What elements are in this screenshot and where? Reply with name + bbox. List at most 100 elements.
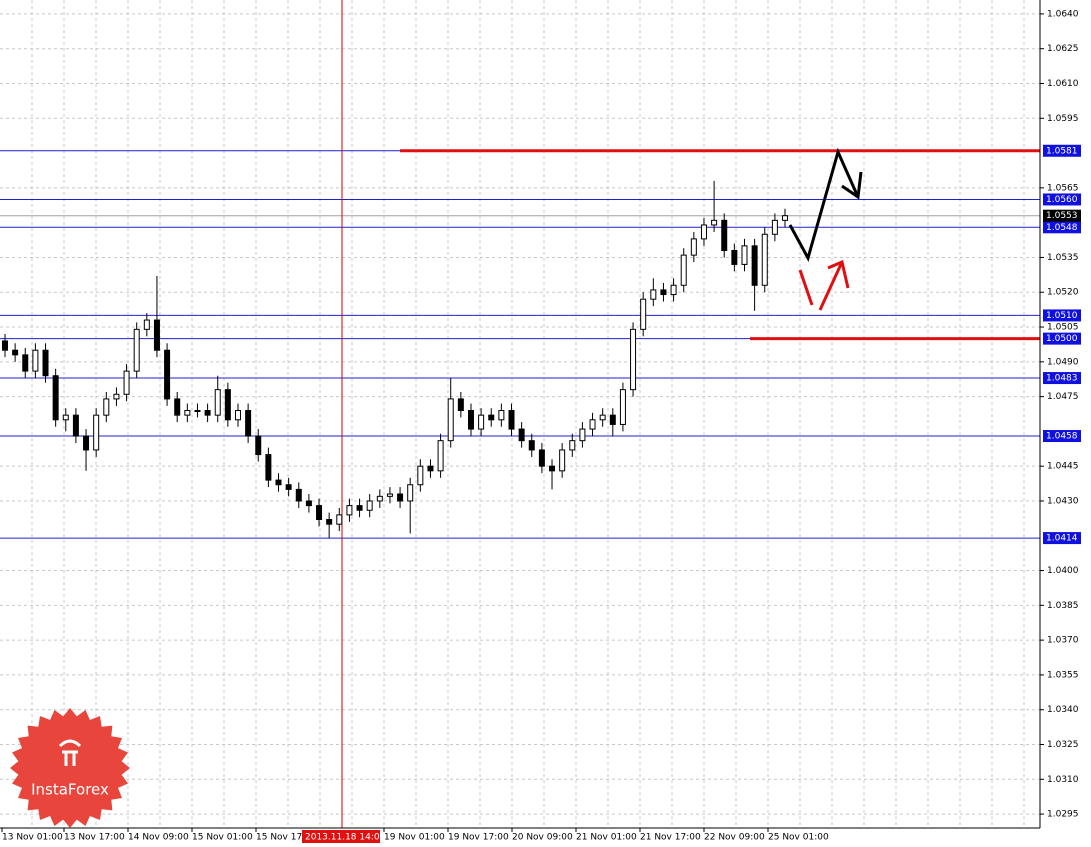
x-tick-label: 20 Nov 09:00 [512,833,573,843]
x-tick-label: 22 Nov 09:00 [704,833,765,843]
candle-body [113,393,120,400]
candle-body [62,414,69,421]
candle-body [326,519,333,525]
level-label-bg [1043,372,1081,385]
candle-body [316,505,323,521]
candle-body [224,389,231,421]
candle-body [164,349,171,400]
level-label: 1.0414 [1046,534,1078,544]
candle-body [680,254,687,286]
candle-body [640,298,647,330]
candle-body [336,514,343,525]
candle-body [42,349,49,377]
price-label-bg [1043,209,1081,222]
candle-body [457,398,464,412]
x-tick-label: 19 Nov 01:00 [384,833,445,843]
candle-body [255,435,262,456]
y-tick-label: 1.0520 [1047,288,1079,298]
x-tick-label: 21 Nov 17:00 [640,833,701,843]
candle-body [103,398,110,416]
candle-body [245,410,252,437]
x-tick-label: 13 Nov 01:00 [2,833,63,843]
y-tick-label: 1.0430 [1047,496,1079,506]
x-tick-label: 15 Nov 17 [256,833,302,843]
y-tick-label: 1.0565 [1047,183,1079,193]
candle-body [194,410,201,413]
y-tick-label: 1.0310 [1047,775,1079,785]
candle-body [174,398,181,416]
level-label: 1.0581 [1046,146,1078,156]
x-tick-label: 19 Nov 17:00 [448,833,509,843]
level-label: 1.0458 [1046,432,1078,442]
alt-arrow [798,269,814,306]
candles [2,180,789,539]
level-label-bg [1043,532,1081,545]
y-tick-label: 1.0640 [1047,9,1079,19]
y-tick-label: 1.0355 [1047,670,1079,680]
cursor-label-bg [302,830,380,843]
y-tick-label: 1.0400 [1047,566,1079,576]
candle-body [731,249,738,265]
candle-body [569,440,576,451]
candle-body [143,319,150,330]
candle-body [711,219,718,226]
level-label: 1.0510 [1046,311,1078,321]
candle-body [52,375,59,421]
candle-body [356,505,363,511]
candle-body [437,440,444,472]
candle-body [700,224,707,240]
candle-body [660,289,667,296]
y-tick-label: 1.0610 [1047,79,1079,89]
candle-body [184,410,191,416]
candle-body [478,414,485,430]
x-tick-label: 15 Nov 01:00 [192,833,253,843]
x-tick-label: 25 Nov 01:00 [768,833,829,843]
candle-body [761,233,768,286]
level-label: 1.0560 [1046,195,1078,205]
candle-body [83,435,90,451]
level-label: 1.0548 [1046,223,1078,233]
levels [0,149,1040,539]
y-tick-label: 1.0325 [1047,740,1079,750]
alt-arrow-head [827,259,850,289]
candle-body [488,414,495,421]
candle-body [214,389,221,416]
candle-body [366,500,373,511]
level-label-bg [1043,193,1081,206]
candle-body [467,410,474,430]
candle-body [295,488,302,502]
candle-body [518,428,525,442]
candle-body [741,245,748,265]
y-tick-label: 1.0625 [1047,44,1079,54]
candle-body [386,493,393,497]
y-tick-label: 1.0535 [1047,253,1079,263]
candle-body [498,410,505,421]
candle-body [265,454,272,481]
alt-arrow [818,261,844,311]
logo-badge [10,708,130,828]
candle-body [447,398,454,442]
y-tick-label: 1.0595 [1047,114,1079,124]
y-tick-label: 1.0490 [1047,357,1079,367]
candle-body [650,289,657,300]
candle-body [782,215,789,221]
y-tick-label: 1.0385 [1047,601,1079,611]
candle-body [619,389,626,425]
y-tick-label: 1.0505 [1047,323,1079,333]
candle-body [670,284,677,296]
candle-body [305,500,312,507]
candle-body [72,414,79,437]
candle-body [549,465,556,472]
candle-body [275,479,282,486]
y-tick-label: 1.0370 [1047,636,1079,646]
cursor-label: 2013.11.18 14:00 [305,833,386,843]
axis-labels: 1.0640 1.0625 1.0610 1.0595 1.0565 1.0535 1.05… [1,9,1081,843]
level-label-bg [1043,430,1081,443]
y-tick-label: 1.0295 [1047,810,1079,820]
candle-body [346,505,353,516]
candle-body [407,484,414,502]
logo-icon [58,739,82,766]
candle-body [528,440,535,451]
candle-body [771,219,778,235]
